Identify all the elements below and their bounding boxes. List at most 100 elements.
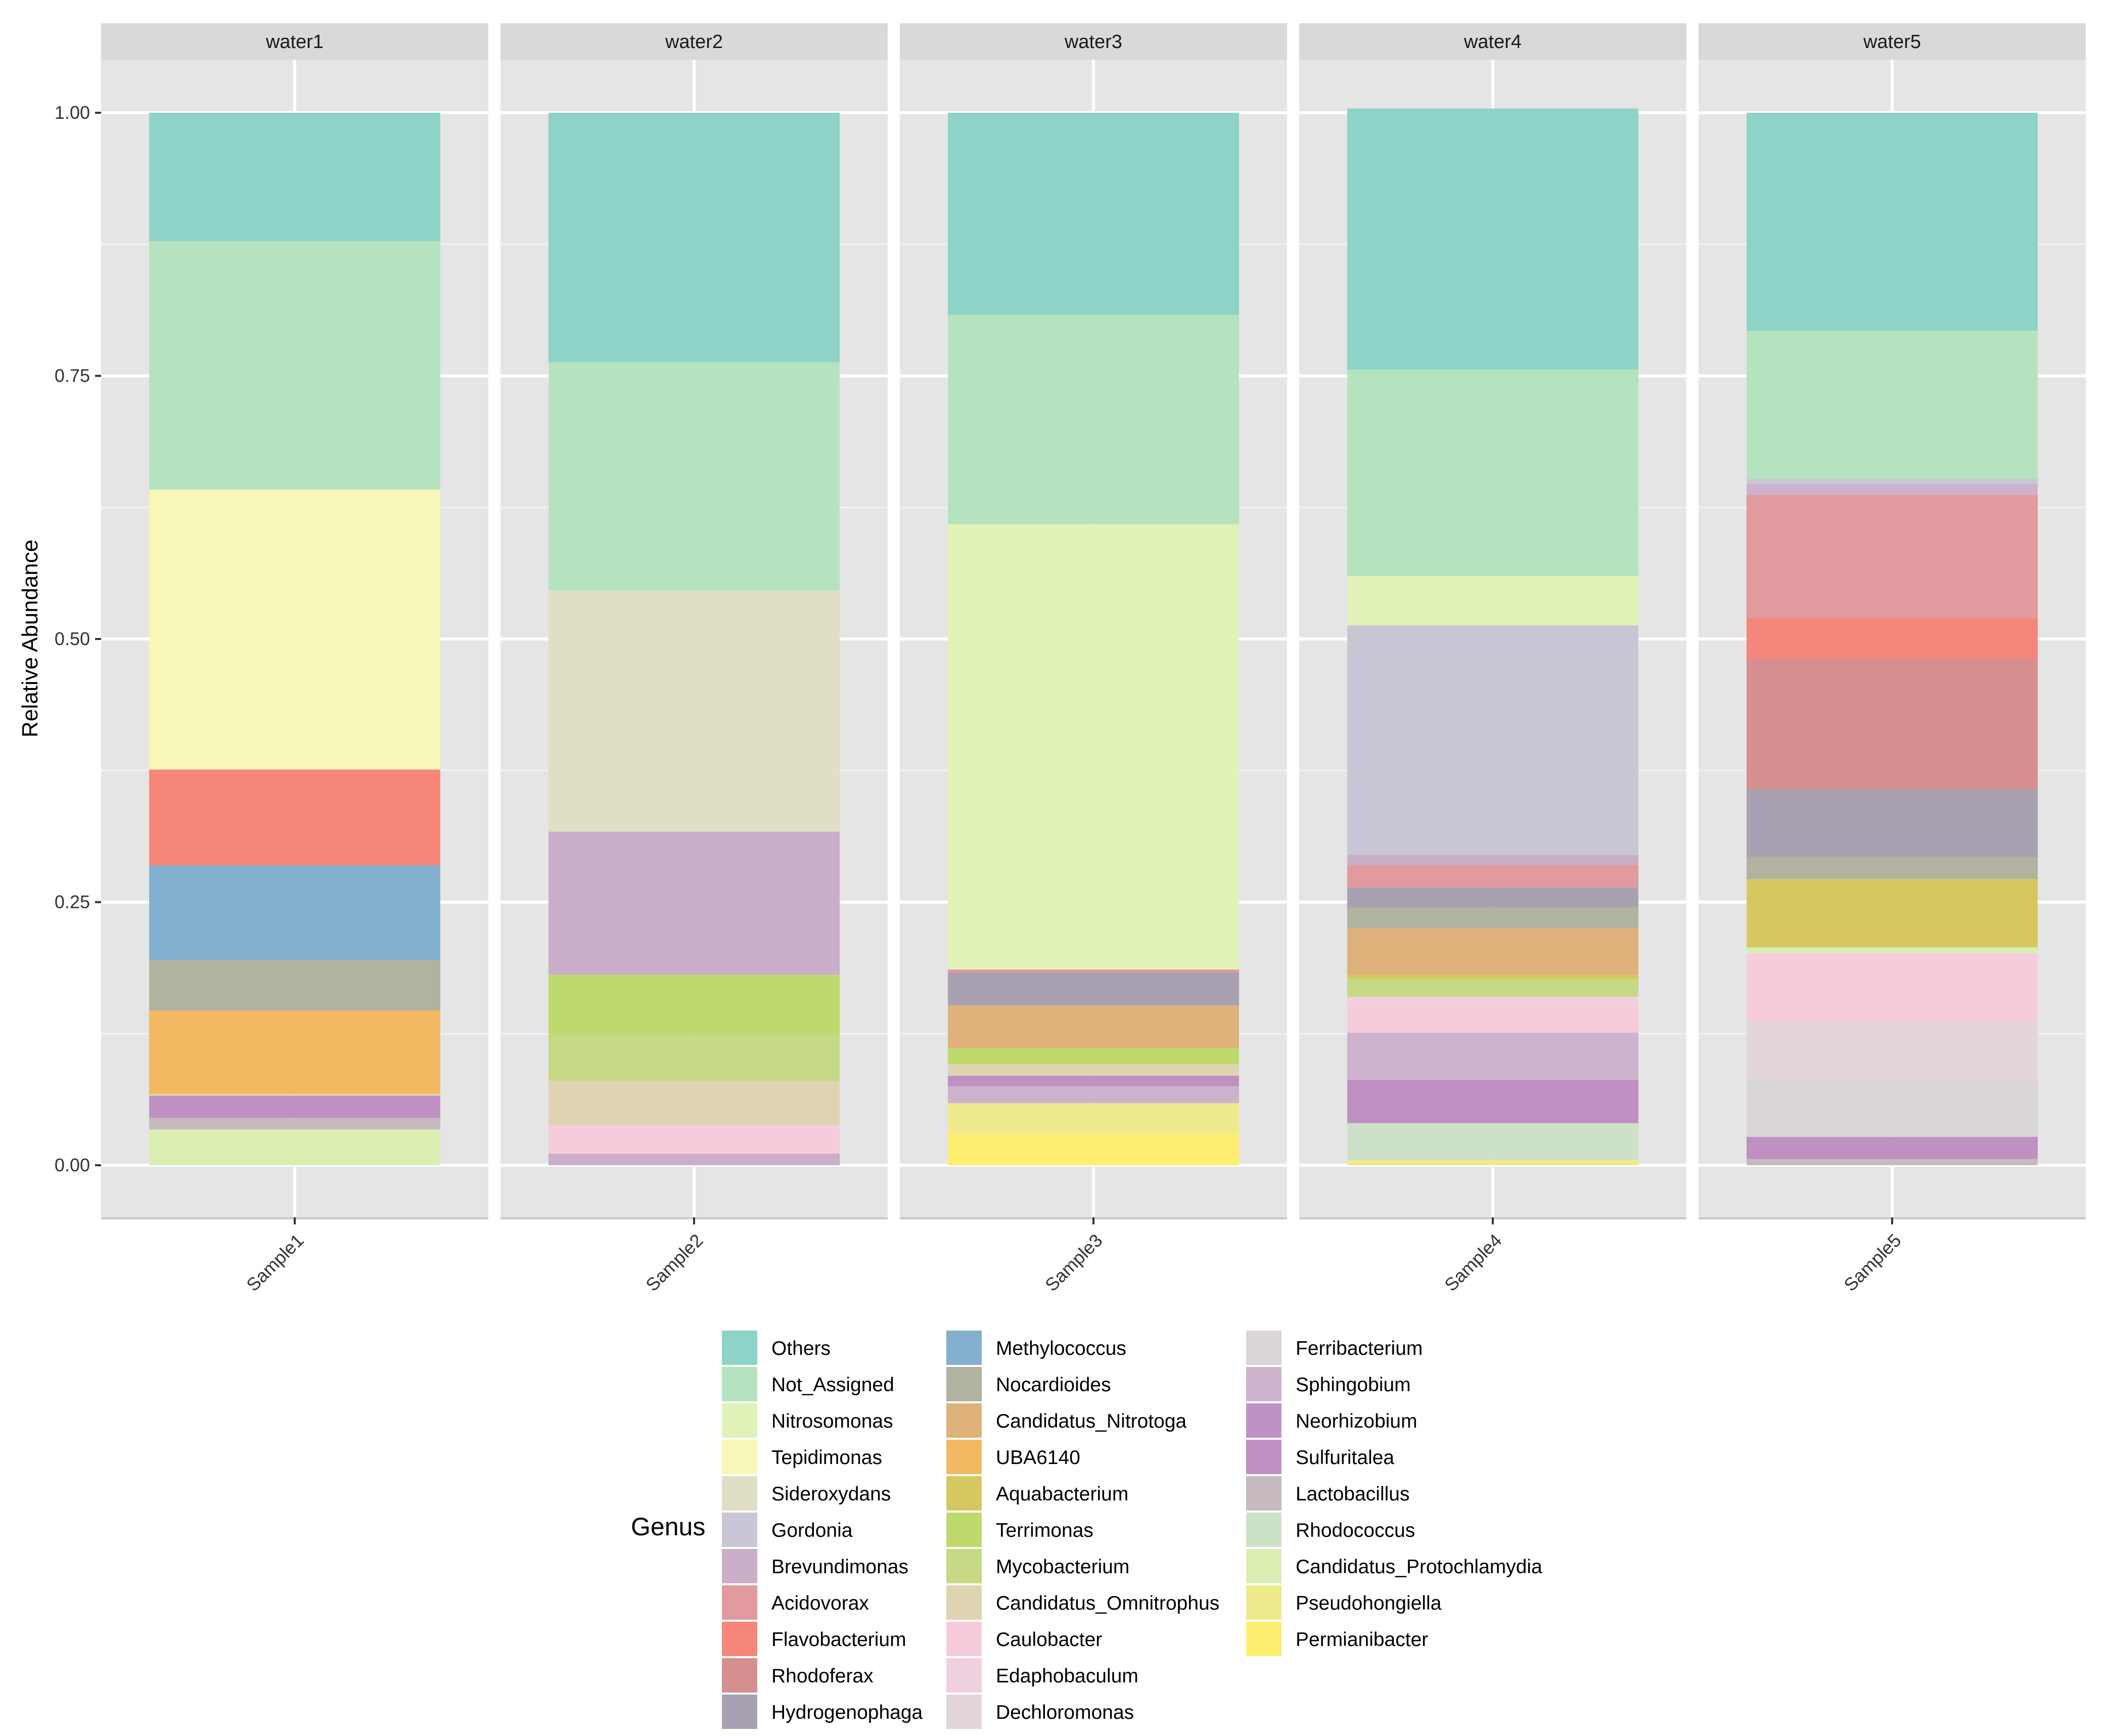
y-axis: 0.00 0.25 0.50 0.75 1.00 <box>55 102 101 1175</box>
facet-strip <box>900 23 1287 60</box>
legend-label: Permianibacter <box>1296 1629 1428 1651</box>
legend-key <box>1246 1585 1281 1620</box>
legend-label: Candidatus_Protochlamydia <box>1296 1556 1542 1578</box>
bar-segment-not_assigned <box>1747 330 2038 479</box>
legend-item: Edaphobaculum <box>946 1658 1138 1693</box>
bar-segment-acidovorax <box>948 969 1239 973</box>
bar-segment-flavobacterium <box>149 769 440 865</box>
bar-segment-uba6140 <box>149 1010 440 1094</box>
bar-segment-sulfuritalea <box>149 1095 440 1118</box>
legend-label: Rhodococcus <box>1296 1520 1415 1541</box>
bar-segment-edaphobaculum <box>1347 996 1638 1004</box>
legend-key <box>1246 1331 1281 1365</box>
bar-segment-dechloromonas <box>1747 1021 2038 1079</box>
bar-segment-flavobacterium <box>1747 618 2038 659</box>
legend-key <box>722 1440 757 1474</box>
bar-segment-others <box>548 113 840 362</box>
bar-segment-acidovorax <box>1347 865 1638 888</box>
facet-panel-water5: water5 Sample5 <box>1699 23 2086 1295</box>
legend-label: Methylococcus <box>996 1338 1126 1359</box>
facet-panel-water4: water4 Sample4 <box>1299 23 1686 1295</box>
legend-key <box>946 1695 982 1729</box>
bar-segment-others <box>1747 113 2038 331</box>
legend-item: Dechloromonas <box>946 1695 1134 1729</box>
x-tick-label: Sample3 <box>1041 1230 1106 1295</box>
legend-label: Rhodoferax <box>771 1665 874 1687</box>
legend-key <box>946 1367 982 1401</box>
legend-label: Terrimonas <box>996 1520 1093 1541</box>
legend-label: Flavobacterium <box>771 1629 906 1651</box>
bar-segment-hydrogenophaga <box>1347 887 1638 907</box>
legend-item: Brevundimonas <box>722 1549 908 1583</box>
legend-item: Rhodococcus <box>1246 1513 1415 1547</box>
legend-label: Caulobacter <box>996 1629 1102 1651</box>
legend-key <box>946 1658 982 1693</box>
bar-segment-pseudohongiella <box>948 1103 1239 1134</box>
bar-segment-brevundimonas <box>548 832 840 975</box>
facet-panel-water2: water2 Sample2 <box>500 23 888 1295</box>
bar-segment-mycobacterium <box>1347 979 1638 997</box>
bar-segment-nocardioides <box>1747 856 2038 879</box>
legend-key <box>946 1331 982 1365</box>
legend-label: Edaphobaculum <box>996 1665 1138 1687</box>
bar-segment-lactobacillus <box>149 1118 440 1130</box>
bar-segment-sphingobium <box>1347 1032 1638 1080</box>
legend-label: Nocardioides <box>996 1374 1111 1396</box>
bar-segment-brevundimonas <box>1347 854 1638 865</box>
bar-segment-mycobacterium <box>548 1033 840 1081</box>
legend-item: Not_Assigned <box>722 1367 894 1401</box>
legend-item: Lactobacillus <box>1246 1476 1409 1511</box>
legend-key <box>946 1513 982 1547</box>
bar-segment-methylococcus <box>149 865 440 961</box>
legend-key <box>946 1440 982 1474</box>
y-tick-label: 0.25 <box>55 892 90 912</box>
legend-item: Gordonia <box>722 1513 853 1547</box>
bar-segment-others <box>149 113 440 242</box>
bar-segment-rhodoferax <box>1747 659 2038 790</box>
facet-strip <box>1699 23 2086 60</box>
legend-label: Brevundimonas <box>771 1556 908 1578</box>
bar-segment-candidatus_omnitrophus <box>149 1093 440 1096</box>
legend-label: Hydrogenophaga <box>771 1702 923 1723</box>
facet-panels: water1Sample1water2Sample2water3Sample3w… <box>101 23 2086 1295</box>
legend-key <box>722 1549 757 1583</box>
bar-segment-nitrosomonas <box>948 524 1239 970</box>
legend-item: Candidatus_Nitrotoga <box>946 1403 1187 1438</box>
legend-item: Terrimonas <box>946 1513 1093 1547</box>
x-tick-label: Sample5 <box>1840 1230 1905 1295</box>
legend-key <box>722 1695 757 1729</box>
legend-label: Sphingobium <box>1296 1374 1411 1396</box>
bar-segment-candidatus_protochlamydia <box>1747 947 2038 954</box>
legend-item: Tepidimonas <box>722 1440 882 1474</box>
legend-label: Mycobacterium <box>996 1556 1129 1578</box>
legend-item: Aquabacterium <box>946 1476 1128 1511</box>
y-tick-label: 0.75 <box>55 366 90 386</box>
legend-item: Sideroxydans <box>722 1476 891 1511</box>
legend-item: Rhodoferax <box>722 1658 874 1693</box>
legend-key <box>1246 1513 1281 1547</box>
legend-key <box>1246 1622 1281 1656</box>
legend-title: Genus <box>631 1513 705 1541</box>
bar-segment-not_assigned <box>948 314 1239 525</box>
y-axis-title: Relative Abundance <box>18 539 42 737</box>
bar-segment-hydrogenophaga <box>1747 789 2038 857</box>
legend-key <box>722 1403 757 1438</box>
legend-label: Tepidimonas <box>771 1447 882 1469</box>
legend-label: Candidatus_Omnitrophus <box>996 1592 1219 1614</box>
bar-segment-sideroxydans <box>548 590 840 832</box>
legend-item: Others <box>722 1331 831 1365</box>
y-tick-label: 0.00 <box>55 1155 90 1175</box>
bar-segment-aquabacterium <box>1347 975 1638 979</box>
bar-segment-others <box>1347 108 1638 370</box>
facet-panel-water1: water1 Sample1 <box>101 23 488 1295</box>
y-tick-label: 1.00 <box>55 102 90 123</box>
x-tick-label: Sample1 <box>242 1230 307 1295</box>
legend-item: Ferribacterium <box>1246 1331 1423 1365</box>
facet-strip-label: water5 <box>1863 31 1921 53</box>
facet-panel-water3: water3 Sample3 <box>900 23 1287 1295</box>
legend-label: Pseudohongiella <box>1296 1592 1442 1614</box>
legend-item: Methylococcus <box>946 1331 1126 1365</box>
legend-label: Ferribacterium <box>1296 1338 1423 1359</box>
bar-segment-sulfuritalea <box>948 1076 1239 1086</box>
